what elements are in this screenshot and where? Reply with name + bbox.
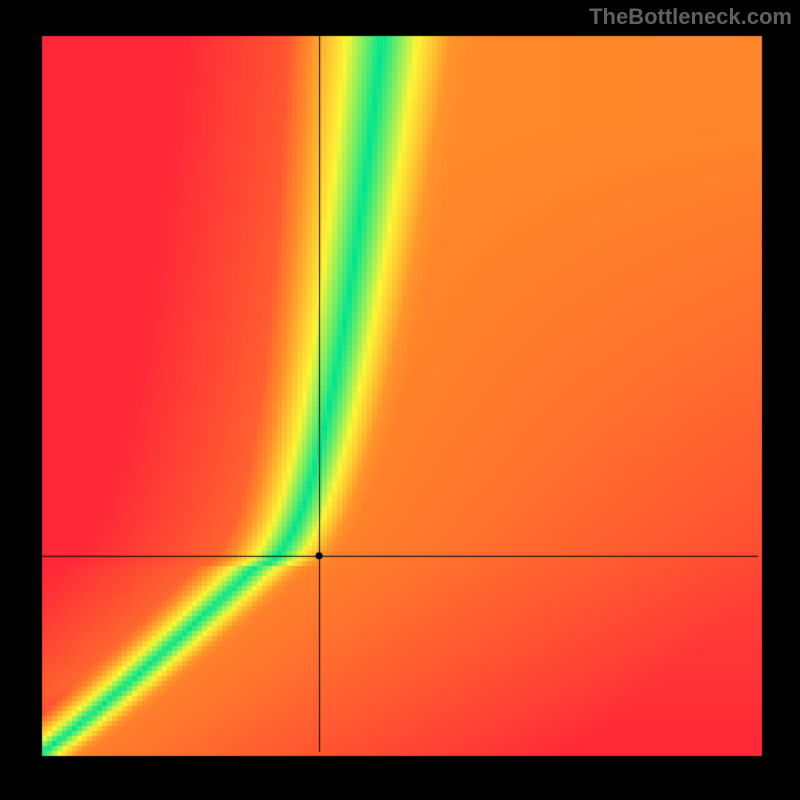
watermark-text: TheBottleneck.com [589, 4, 792, 30]
bottleneck-heatmap [0, 0, 800, 800]
